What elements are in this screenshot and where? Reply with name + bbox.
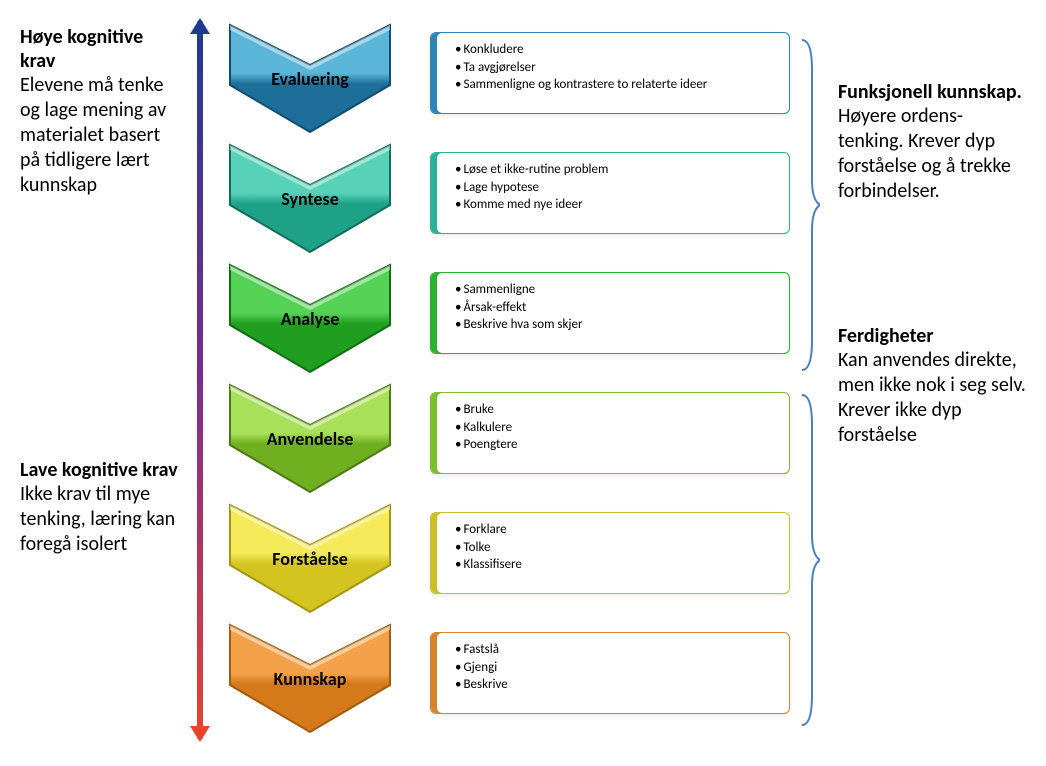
description-item: Beskrive hva som skjer <box>455 316 777 334</box>
chevron-level: Syntese <box>225 140 395 260</box>
description-column: KonkludereTa avgjørelserSammenligne og k… <box>430 32 790 752</box>
description-item: Ta avgjørelser <box>455 59 777 77</box>
description-item: Årsak-effekt <box>455 299 777 317</box>
vertical-axis <box>195 20 205 740</box>
chevron-level: Analyse <box>225 260 395 380</box>
description-item: Tolke <box>455 539 777 557</box>
description-item: Sammenligne <box>455 281 777 299</box>
right-top-title: Funksjonell kunnskap. <box>838 80 1028 104</box>
description-item: Lage hypotese <box>455 179 777 197</box>
description-item: Gjengi <box>455 659 777 677</box>
right-bottom-block: Ferdigheter Kan anvendes direkte, men ik… <box>838 324 1028 448</box>
description-box: BrukeKalkulerePoengtere <box>430 392 790 474</box>
description-box: Løse et ikke-rutine problemLage hypotese… <box>430 152 790 234</box>
chevron-level: Forståelse <box>225 500 395 620</box>
chevron-label: Syntese <box>225 188 395 210</box>
description-item: Beskrive <box>455 676 777 694</box>
axis-gradient-line <box>197 20 203 740</box>
chevron-level: Kunnskap <box>225 620 395 740</box>
right-bottom-title: Ferdigheter <box>838 324 1028 348</box>
chevron-column: Evaluering Syntese Analyse <box>225 20 395 740</box>
description-list: SammenligneÅrsak-effektBeskrive hva som … <box>451 281 777 334</box>
left-low-title: Lave kognitive krav <box>20 458 180 482</box>
right-bottom-body: Kan anvendes direkte, men ikke nok i seg… <box>838 348 1028 448</box>
description-box: KonkludereTa avgjørelserSammenligne og k… <box>430 32 790 114</box>
chevron-label: Forståelse <box>225 548 395 570</box>
description-box: SammenligneÅrsak-effektBeskrive hva som … <box>430 272 790 354</box>
chevron-level: Evaluering <box>225 20 395 140</box>
left-low-block: Lave kognitive krav Ikke krav til mye te… <box>20 458 180 557</box>
description-item: Forklare <box>455 521 777 539</box>
description-item: Komme med nye ideer <box>455 196 777 214</box>
right-top-body: Høyere ordens-tenking. Krever dyp forstå… <box>838 104 1028 204</box>
description-list: BrukeKalkulerePoengtere <box>451 401 777 454</box>
description-box: FastslåGjengiBeskrive <box>430 632 790 714</box>
description-list: KonkludereTa avgjørelserSammenligne og k… <box>451 41 777 94</box>
description-list: Løse et ikke-rutine problemLage hypotese… <box>451 161 777 214</box>
chevron-label: Analyse <box>225 308 395 330</box>
description-item: Sammenligne og kontrastere to relaterte … <box>455 76 777 94</box>
description-item: Poengtere <box>455 436 777 454</box>
chevron-level: Anvendelse <box>225 380 395 500</box>
left-low-body: Ikke krav til mye tenking, læring kan fo… <box>20 482 180 557</box>
description-item: Fastslå <box>455 641 777 659</box>
chevron-label: Kunnskap <box>225 668 395 690</box>
left-high-body: Elevene må tenke og lage mening av mater… <box>20 73 180 198</box>
description-item: Kalkulere <box>455 419 777 437</box>
description-list: ForklareTolkeKlassifisere <box>451 521 777 574</box>
left-high-block: Høye kognitive krav Elevene må tenke og … <box>20 25 180 198</box>
chevron-label: Evaluering <box>225 68 395 90</box>
description-item: Klassifisere <box>455 556 777 574</box>
description-item: Bruke <box>455 401 777 419</box>
left-column: Høye kognitive krav Elevene må tenke og … <box>20 25 180 597</box>
right-top-block: Funksjonell kunnskap. Høyere ordens-tenk… <box>838 80 1028 204</box>
left-high-title: Høye kognitive krav <box>20 25 180 73</box>
description-item: Løse et ikke-rutine problem <box>455 161 777 179</box>
right-column: Funksjonell kunnskap. Høyere ordens-tenk… <box>838 80 1028 568</box>
description-item: Konkludere <box>455 41 777 59</box>
axis-arrow-down-icon <box>190 726 210 742</box>
description-list: FastslåGjengiBeskrive <box>451 641 777 694</box>
chevron-label: Anvendelse <box>225 428 395 450</box>
description-box: ForklareTolkeKlassifisere <box>430 512 790 594</box>
axis-arrow-up-icon <box>190 18 210 34</box>
brackets <box>800 30 820 730</box>
